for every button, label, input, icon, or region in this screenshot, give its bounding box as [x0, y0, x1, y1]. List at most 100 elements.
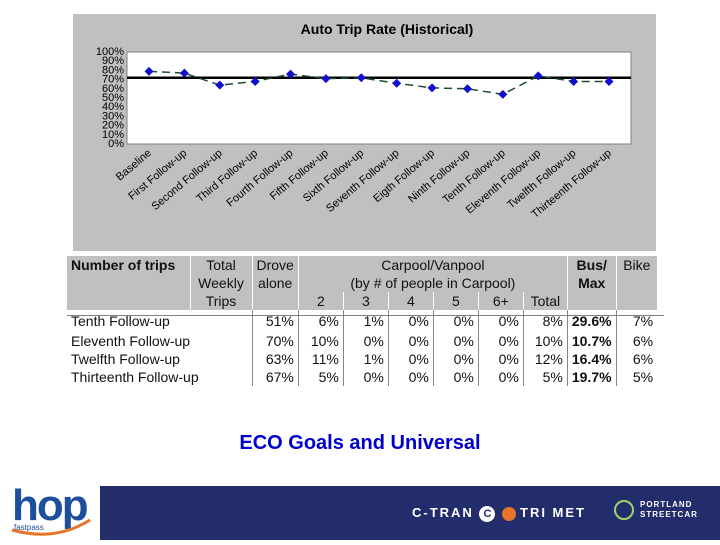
- partner-trimet: TRI MET: [502, 505, 586, 521]
- cell-c6: 0%: [477, 310, 524, 332]
- cell-c6: 0%: [477, 368, 524, 386]
- cell-c4: 0%: [387, 310, 434, 332]
- header-row-2: Weekly alone (by # of people in Carpool)…: [67, 274, 658, 292]
- cell-c2: 10%: [297, 332, 344, 350]
- x-tick-label: Sixth Follow-up: [301, 147, 366, 205]
- header-row-1: Number of trips Total Drove Carpool/Vanp…: [67, 256, 658, 274]
- cell-ctotal: 12%: [522, 350, 568, 368]
- data-point-marker: [392, 78, 402, 88]
- footer-bar: [0, 486, 720, 540]
- table-row: Eleventh Follow-up 70% 10% 0% 0% 0% 0% 10% 10.7%…: [67, 332, 658, 350]
- logo-swoosh-icon: [11, 518, 91, 536]
- table-divider: [67, 315, 664, 316]
- trip-mode-table: Number of trips Total Drove Carpool/Vanp…: [67, 256, 664, 404]
- page-caption: ECO Goals and Universal: [239, 432, 481, 454]
- header-bus-1: Bus/: [566, 256, 617, 274]
- cell-c3: 0%: [342, 332, 389, 350]
- y-tick-label: 0%: [108, 138, 124, 150]
- data-point-marker: [356, 73, 366, 83]
- data-point-marker: [144, 66, 154, 76]
- header-bike: Bike: [615, 256, 658, 274]
- cell-c3: 0%: [342, 368, 389, 386]
- data-point-marker: [462, 84, 472, 94]
- table-row: Tenth Follow-up 51% 6% 1% 0% 0% 0% 8% 29.6% 7%: [67, 310, 658, 332]
- data-point-marker: [498, 89, 508, 99]
- cell-drove: 63%: [251, 350, 299, 368]
- header-total-weekly-2: Weekly: [189, 274, 252, 292]
- cell-c3: 1%: [342, 350, 389, 368]
- y-tick-label: 80%: [102, 64, 124, 76]
- cell-bike: 7%: [615, 310, 658, 332]
- y-tick-label: 90%: [102, 55, 124, 67]
- y-tick-label: 40%: [102, 101, 124, 113]
- y-tick-label: 50%: [102, 92, 124, 104]
- y-tick-label: 10%: [102, 129, 124, 141]
- header-carpool-total: Total: [522, 292, 568, 310]
- cell-bike: 6%: [615, 332, 658, 350]
- y-tick-label: 30%: [102, 110, 124, 122]
- hop-logo-text: hop: [12, 481, 88, 530]
- cell-ctotal: 8%: [522, 310, 568, 332]
- cell-drove: 67%: [251, 368, 299, 386]
- y-tick-label: 70%: [102, 74, 124, 86]
- streetcar-logo-icon: [614, 500, 634, 520]
- hop-fastpass-logo: hop fastpass: [0, 476, 100, 540]
- cell-c6: 0%: [477, 332, 524, 350]
- data-point-marker: [321, 74, 331, 84]
- cell-bus: 19.7%: [566, 368, 617, 386]
- header-carpool-sub: (by # of people in Carpool): [297, 274, 568, 292]
- x-tick-label: Third Follow-up: [194, 147, 260, 205]
- header-total-weekly-3: Trips: [189, 292, 252, 310]
- header-row-3: Trips 2 3 4 5 6+ Total: [67, 292, 658, 310]
- cell-c2: 5%: [297, 368, 344, 386]
- y-tick-label: 60%: [102, 83, 124, 95]
- cell-drove: 70%: [251, 332, 299, 350]
- cell-bike: 6%: [615, 350, 658, 368]
- cell-bike: 5%: [615, 368, 658, 386]
- data-point-marker: [569, 76, 579, 86]
- header-number-of-trips: Number of trips: [67, 256, 190, 274]
- y-tick-label: 100%: [96, 46, 124, 58]
- cell-c5: 0%: [432, 350, 479, 368]
- cell-ctotal: 5%: [522, 368, 568, 386]
- row-label: Thirteenth Follow-up: [71, 369, 199, 385]
- header-carpool-3: 3: [342, 292, 389, 310]
- cell-drove: 51%: [251, 310, 299, 332]
- cell-c3: 1%: [342, 310, 389, 332]
- partner-ctran: C-TRAN C: [412, 505, 496, 522]
- header-carpool-2: 2: [297, 292, 344, 310]
- cell-c5: 0%: [432, 310, 479, 332]
- row-label: Tenth Follow-up: [71, 313, 170, 329]
- header-drove-1: Drove: [251, 256, 299, 274]
- chart-title: Auto Trip Rate (Historical): [301, 21, 474, 37]
- data-point-marker: [533, 71, 543, 81]
- x-tick-label: Eigth Follow-up: [371, 147, 437, 205]
- data-point-marker: [604, 76, 614, 86]
- cell-c4: 0%: [387, 368, 434, 386]
- hop-logo-sub: fastpass: [14, 523, 44, 532]
- cell-c4: 0%: [387, 332, 434, 350]
- header-carpool: Carpool/Vanpool: [297, 256, 568, 274]
- plot-area: [126, 51, 632, 145]
- header-drove-2: alone: [251, 274, 299, 292]
- series-line: [148, 70, 609, 96]
- header-carpool-4: 4: [387, 292, 434, 310]
- partner-streetcar: PORTLAND STREETCAR: [614, 500, 704, 520]
- row-label: Eleventh Follow-up: [71, 333, 191, 349]
- data-point-marker: [250, 76, 260, 86]
- header-bus-2: Max: [566, 274, 617, 292]
- cell-c4: 0%: [387, 350, 434, 368]
- header-total-weekly-1: Total: [189, 256, 252, 274]
- x-tick-label: Ninth Follow-up: [406, 147, 472, 205]
- trimet-logo-icon: [502, 506, 516, 521]
- chart-panel: Auto Trip Rate (Historical) 100% 90% 80% 70…: [73, 14, 656, 251]
- data-point-marker: [427, 83, 437, 93]
- table-row: Thirteenth Follow-up 67% 5% 0% 0% 0% 0% 5% 19.7%…: [67, 368, 658, 386]
- cell-bus: 10.7%: [566, 332, 617, 350]
- row-label: Twelfth Follow-up: [71, 351, 180, 367]
- cell-ctotal: 10%: [522, 332, 568, 350]
- cell-c5: 0%: [432, 332, 479, 350]
- y-tick-label: 20%: [102, 120, 124, 132]
- cell-c2: 11%: [297, 350, 344, 368]
- cell-bus: 16.4%: [566, 350, 617, 368]
